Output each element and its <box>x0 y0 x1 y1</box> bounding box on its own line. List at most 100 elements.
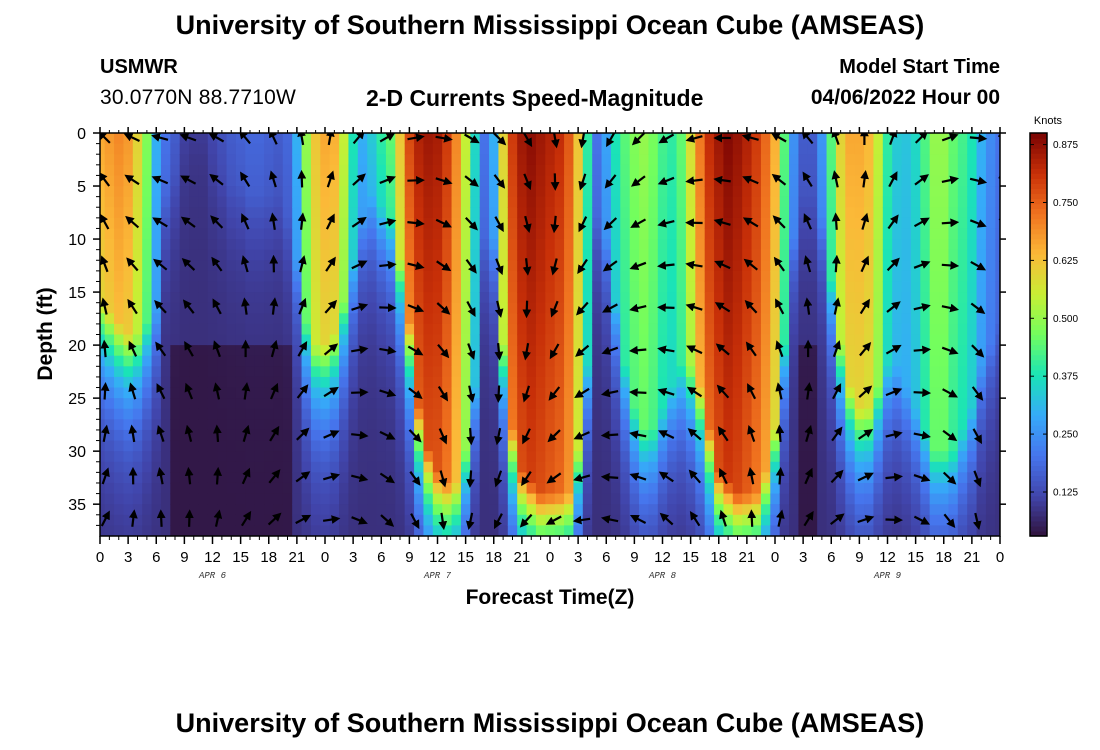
heatmap-cell <box>751 451 762 463</box>
heatmap-cell <box>798 228 809 240</box>
heatmap-cell <box>845 323 856 336</box>
heatmap-cell <box>957 154 968 166</box>
heatmap-cell <box>114 461 125 473</box>
heatmap-cell <box>845 313 856 325</box>
heatmap-cell <box>817 408 828 420</box>
heatmap-cell <box>910 493 921 505</box>
colorbar-segment <box>1030 425 1047 431</box>
heatmap-cell <box>114 387 125 399</box>
heatmap-cell <box>985 493 996 505</box>
heatmap-cell <box>676 164 687 177</box>
heatmap-cell <box>226 323 237 336</box>
heatmap-cell <box>470 376 481 389</box>
heatmap-cell <box>348 334 359 346</box>
heatmap-cell <box>648 408 659 420</box>
heatmap-cell <box>151 249 162 261</box>
heatmap-cell <box>957 493 968 505</box>
heatmap-cell <box>695 323 706 336</box>
heatmap-cell <box>451 302 462 314</box>
current-vector <box>153 258 168 271</box>
heatmap-cell <box>957 398 968 410</box>
heatmap-cell <box>151 292 162 304</box>
current-vector <box>100 133 111 144</box>
heatmap-cell <box>592 345 603 357</box>
heatmap-cell <box>479 270 490 283</box>
heatmap-cell <box>207 154 218 166</box>
heatmap-cell <box>545 217 556 230</box>
heatmap-cell <box>460 196 471 208</box>
heatmap-cell <box>535 143 546 155</box>
heatmap-cell <box>892 323 903 336</box>
heatmap-cell <box>235 334 246 346</box>
heatmap-cell <box>217 408 228 420</box>
heatmap-cell <box>957 482 968 495</box>
heatmap-cell <box>826 228 837 240</box>
heatmap-cell <box>854 239 865 251</box>
current-vector <box>179 133 197 142</box>
heatmap-cell <box>985 292 996 304</box>
colorbar-segment <box>1030 369 1047 376</box>
heatmap-cell <box>114 398 125 410</box>
current-vector <box>523 173 532 191</box>
heatmap-cell <box>100 451 106 463</box>
heatmap-cell <box>620 175 631 187</box>
heatmap-cell <box>985 345 996 357</box>
heatmap-cell <box>395 493 406 505</box>
heatmap-cell <box>751 260 762 272</box>
heatmap-cell <box>704 376 715 389</box>
heatmap-cell <box>592 366 603 378</box>
heatmap-cell <box>948 239 959 251</box>
x-tick-label: 0 <box>321 549 329 566</box>
heatmap-cell <box>957 514 968 526</box>
heatmap-cell <box>189 493 200 505</box>
heatmap-cell <box>657 228 668 240</box>
heatmap-cell <box>170 196 181 208</box>
heatmap-cell <box>864 292 875 304</box>
heatmap-cell <box>657 408 668 420</box>
heatmap-cell <box>432 355 443 367</box>
heatmap-cell <box>948 493 959 505</box>
heatmap-cell <box>348 292 359 304</box>
heatmap-cell <box>132 366 143 378</box>
heatmap-cell <box>564 133 575 145</box>
heatmap-cell <box>376 313 387 325</box>
heatmap-cell <box>685 249 696 261</box>
heatmap-cell <box>592 493 603 505</box>
heatmap-cell <box>189 302 200 314</box>
heatmap-cell <box>639 249 650 261</box>
heatmap-cell <box>882 154 893 166</box>
heatmap-cell <box>629 270 640 283</box>
heatmap-cell <box>442 440 453 452</box>
heatmap-cell <box>564 376 575 389</box>
heatmap-cell <box>264 323 275 336</box>
heatmap-cell <box>310 228 321 240</box>
heatmap-cell <box>695 186 706 198</box>
heatmap-cell <box>873 270 884 283</box>
heatmap-cell <box>939 249 950 261</box>
heatmap-cell <box>910 440 921 452</box>
heatmap-cell <box>339 345 350 357</box>
heatmap-cell <box>395 154 406 166</box>
heatmap-cell <box>948 313 959 325</box>
heatmap-cell <box>582 461 593 473</box>
heatmap-cell <box>273 525 284 536</box>
heatmap-cell <box>695 207 706 219</box>
heatmap-cell <box>704 472 715 484</box>
heatmap-cell <box>442 514 453 526</box>
heatmap-cell <box>179 154 190 166</box>
heatmap-cell <box>592 143 603 155</box>
heatmap-cell <box>601 482 612 495</box>
heatmap-cell <box>545 408 556 420</box>
heatmap-cell <box>920 281 931 293</box>
heatmap-cell <box>432 323 443 336</box>
heatmap-cell <box>995 323 1000 336</box>
heatmap-cell <box>967 154 978 166</box>
heatmap-cell <box>198 281 209 293</box>
heatmap-cell <box>423 493 434 505</box>
colorbar-segment <box>1030 515 1047 522</box>
heatmap-cell <box>189 398 200 410</box>
heatmap-cell <box>939 154 950 166</box>
heatmap-cell <box>864 249 875 261</box>
heatmap-cell <box>142 472 153 484</box>
heatmap-cell <box>835 504 846 516</box>
